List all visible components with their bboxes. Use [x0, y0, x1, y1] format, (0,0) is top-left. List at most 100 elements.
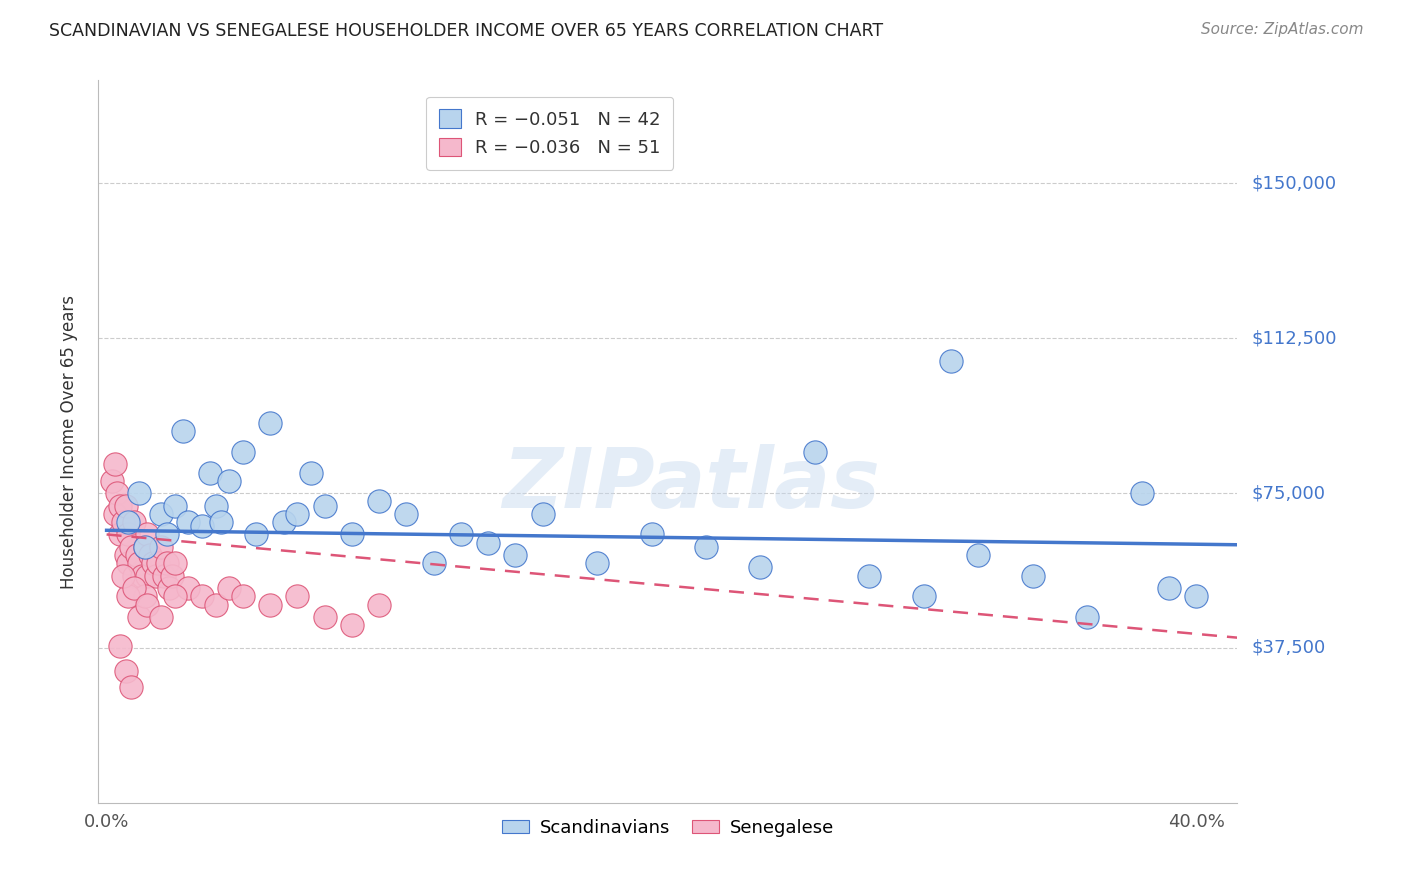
- Point: [1130, 486, 1153, 500]
- Point: [586, 557, 609, 571]
- Point: [120, 540, 142, 554]
- Point: [157, 581, 180, 595]
- Point: [232, 445, 254, 459]
- Point: [941, 354, 963, 368]
- Point: [1076, 610, 1098, 624]
- Point: [122, 568, 145, 582]
- Y-axis label: Householder Income Over 65 years: Householder Income Over 65 years: [59, 294, 77, 589]
- Point: [314, 610, 336, 624]
- Point: [695, 540, 717, 554]
- Point: [285, 590, 308, 604]
- Point: [155, 527, 177, 541]
- Point: [136, 598, 159, 612]
- Point: [128, 486, 150, 500]
- Point: [967, 548, 990, 562]
- Point: [117, 590, 139, 604]
- Text: $150,000: $150,000: [1251, 175, 1336, 193]
- Point: [163, 499, 186, 513]
- Point: [104, 507, 127, 521]
- Point: [150, 610, 173, 624]
- Point: [155, 557, 177, 571]
- Point: [218, 474, 240, 488]
- Point: [245, 527, 267, 541]
- Point: [125, 548, 148, 562]
- Point: [120, 680, 142, 694]
- Point: [139, 548, 162, 562]
- Point: [117, 515, 139, 529]
- Point: [640, 527, 662, 541]
- Point: [111, 568, 134, 582]
- Legend: Scandinavians, Senegalese: Scandinavians, Senegalese: [495, 812, 841, 845]
- Point: [395, 507, 418, 521]
- Point: [122, 515, 145, 529]
- Point: [104, 457, 127, 471]
- Point: [749, 560, 772, 574]
- Point: [128, 610, 150, 624]
- Point: [1185, 590, 1208, 604]
- Point: [145, 568, 167, 582]
- Point: [134, 540, 156, 554]
- Point: [131, 568, 153, 582]
- Text: $37,500: $37,500: [1251, 639, 1326, 657]
- Text: Source: ZipAtlas.com: Source: ZipAtlas.com: [1201, 22, 1364, 37]
- Point: [101, 474, 124, 488]
- Point: [150, 540, 173, 554]
- Point: [111, 515, 134, 529]
- Point: [177, 581, 200, 595]
- Point: [218, 581, 240, 595]
- Point: [122, 581, 145, 595]
- Point: [160, 568, 183, 582]
- Point: [314, 499, 336, 513]
- Point: [117, 527, 139, 541]
- Point: [163, 557, 186, 571]
- Point: [191, 590, 214, 604]
- Point: [198, 466, 221, 480]
- Point: [503, 548, 526, 562]
- Point: [142, 557, 165, 571]
- Point: [299, 466, 322, 480]
- Text: $75,000: $75,000: [1251, 484, 1326, 502]
- Point: [209, 515, 232, 529]
- Text: ZIPatlas: ZIPatlas: [502, 444, 880, 525]
- Point: [259, 416, 281, 430]
- Point: [172, 424, 194, 438]
- Point: [531, 507, 554, 521]
- Point: [136, 568, 159, 582]
- Point: [110, 639, 132, 653]
- Point: [153, 568, 176, 582]
- Point: [136, 527, 159, 541]
- Point: [114, 664, 136, 678]
- Point: [117, 557, 139, 571]
- Point: [148, 557, 170, 571]
- Point: [340, 618, 363, 632]
- Point: [110, 527, 132, 541]
- Point: [858, 568, 880, 582]
- Point: [134, 540, 156, 554]
- Text: SCANDINAVIAN VS SENEGALESE HOUSEHOLDER INCOME OVER 65 YEARS CORRELATION CHART: SCANDINAVIAN VS SENEGALESE HOUSEHOLDER I…: [49, 22, 883, 40]
- Point: [340, 527, 363, 541]
- Point: [422, 557, 444, 571]
- Point: [1022, 568, 1045, 582]
- Point: [204, 499, 226, 513]
- Point: [163, 590, 186, 604]
- Point: [114, 499, 136, 513]
- Point: [114, 548, 136, 562]
- Point: [128, 557, 150, 571]
- Point: [107, 486, 129, 500]
- Point: [450, 527, 472, 541]
- Point: [368, 598, 391, 612]
- Point: [110, 499, 132, 513]
- Point: [150, 507, 173, 521]
- Point: [368, 494, 391, 508]
- Point: [273, 515, 295, 529]
- Point: [134, 590, 156, 604]
- Text: $112,500: $112,500: [1251, 329, 1337, 347]
- Point: [477, 535, 499, 549]
- Point: [177, 515, 200, 529]
- Point: [259, 598, 281, 612]
- Point: [285, 507, 308, 521]
- Point: [912, 590, 935, 604]
- Point: [232, 590, 254, 604]
- Point: [1159, 581, 1181, 595]
- Point: [191, 519, 214, 533]
